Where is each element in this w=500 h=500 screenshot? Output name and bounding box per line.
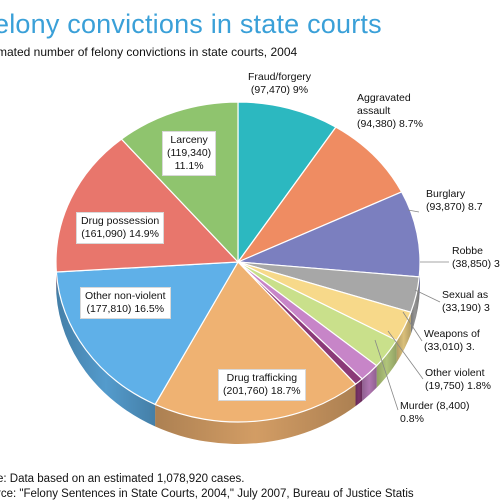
slice-label-other-non-violent: Other non-violent (177,810) 16.5% [80,287,171,319]
slice-label-line: (201,760) 18.7% [223,385,301,397]
slice-label-sexual-assault: Sexual as (33,190) 3 [442,289,490,315]
slice-label-line: 0.8% [400,413,424,425]
slice-label-robbery: Robbe (38,850) 3 [452,245,500,271]
chart-note: e: Data based on an estimated 1,078,920 … [0,473,245,485]
slice-side-shade-other-non-violent [56,271,156,427]
slice-side-shade-weapons-offenses [376,340,397,388]
pie-depth [56,262,420,445]
slice-label-line: Weapons of [424,328,480,340]
slice-label-line: Larceny [170,134,208,146]
slice-label-line: (33,010) 3. [424,341,475,353]
slice-label-line: Other violent [425,367,485,379]
slice-aggravated-assault [236,126,403,264]
slice-label-fraud-forgery: Fraud/forgery (97,470) 9% [248,71,311,97]
leader-line-weapons-offenses [402,311,423,342]
slice-label-weapons-offenses: Weapons of (33,010) 3. [424,328,480,354]
leader-line-sexual-assault [414,289,441,303]
slice-label-drug-possession: Drug possession (161,090) 14.9% [76,212,165,244]
slice-label-larceny: Larceny (119,340) 11.1% [162,131,217,176]
slice-side-shade-sexual-assault [396,312,411,363]
slice-side-shade-murder [355,378,363,407]
slice-label-line: (19,750) 1.8% [425,380,491,392]
slice-label-line: Robbe [452,245,483,257]
slice-label-murder: Murder (8,400) 0.8% [400,400,469,426]
slice-side-shade-other-violent [362,365,377,401]
slice-burglary [237,191,421,278]
slice-label-aggravated-assault: Aggravated assault (94,380) 8.7% [357,92,423,131]
chart-title: elony convictions in state courts [0,9,382,39]
slice-label-line: Aggravated [357,92,411,104]
slice-label-line: (119,340) [167,147,212,159]
chart-source: rce: "Felony Sentences in State Courts, … [0,488,414,500]
leader-line-burglary [407,209,420,213]
slice-label-other-violent: Other violent (19,750) 1.8% [425,367,491,393]
slice-label-line: (38,850) 3 [452,258,500,270]
slice-label-line: Burglary [426,188,466,200]
slice-label-line: (97,470) 9% [250,84,309,96]
slice-label-line: (161,090) 14.9% [81,228,159,240]
leader-line-murder [374,339,399,411]
slice-label-line: Other non-violent [85,290,166,302]
slice-label-drug-trafficking: Drug trafficking (201,760) 18.7% [218,369,306,401]
slice-label-line: Murder (8,400) [400,400,470,412]
slice-label-burglary: Burglary (93,870) 8.7 [426,188,483,214]
leader-line-other-violent [387,330,424,380]
slice-label-line: 11.1% [174,160,204,172]
slice-label-line: assault [357,105,391,117]
slice-label-line: Drug trafficking [226,372,298,384]
slice-side-shade-drug-trafficking [155,384,356,445]
slice-label-line: (33,190) 3 [442,302,490,314]
slice-label-line: (93,870) 8.7 [426,201,483,213]
chart-subtitle: mated number of felony convictions in st… [0,45,298,59]
slice-label-line: Fraud/forgery [248,71,312,83]
slice-label-line: (177,810) 16.5% [86,303,165,315]
slice-label-line: Sexual as [442,289,489,301]
slice-label-line: (94,380) 8.7% [357,118,423,130]
leader-lines [374,209,449,411]
slice-fraud-forgery [237,101,337,264]
slice-label-line: Drug possession [81,215,160,227]
